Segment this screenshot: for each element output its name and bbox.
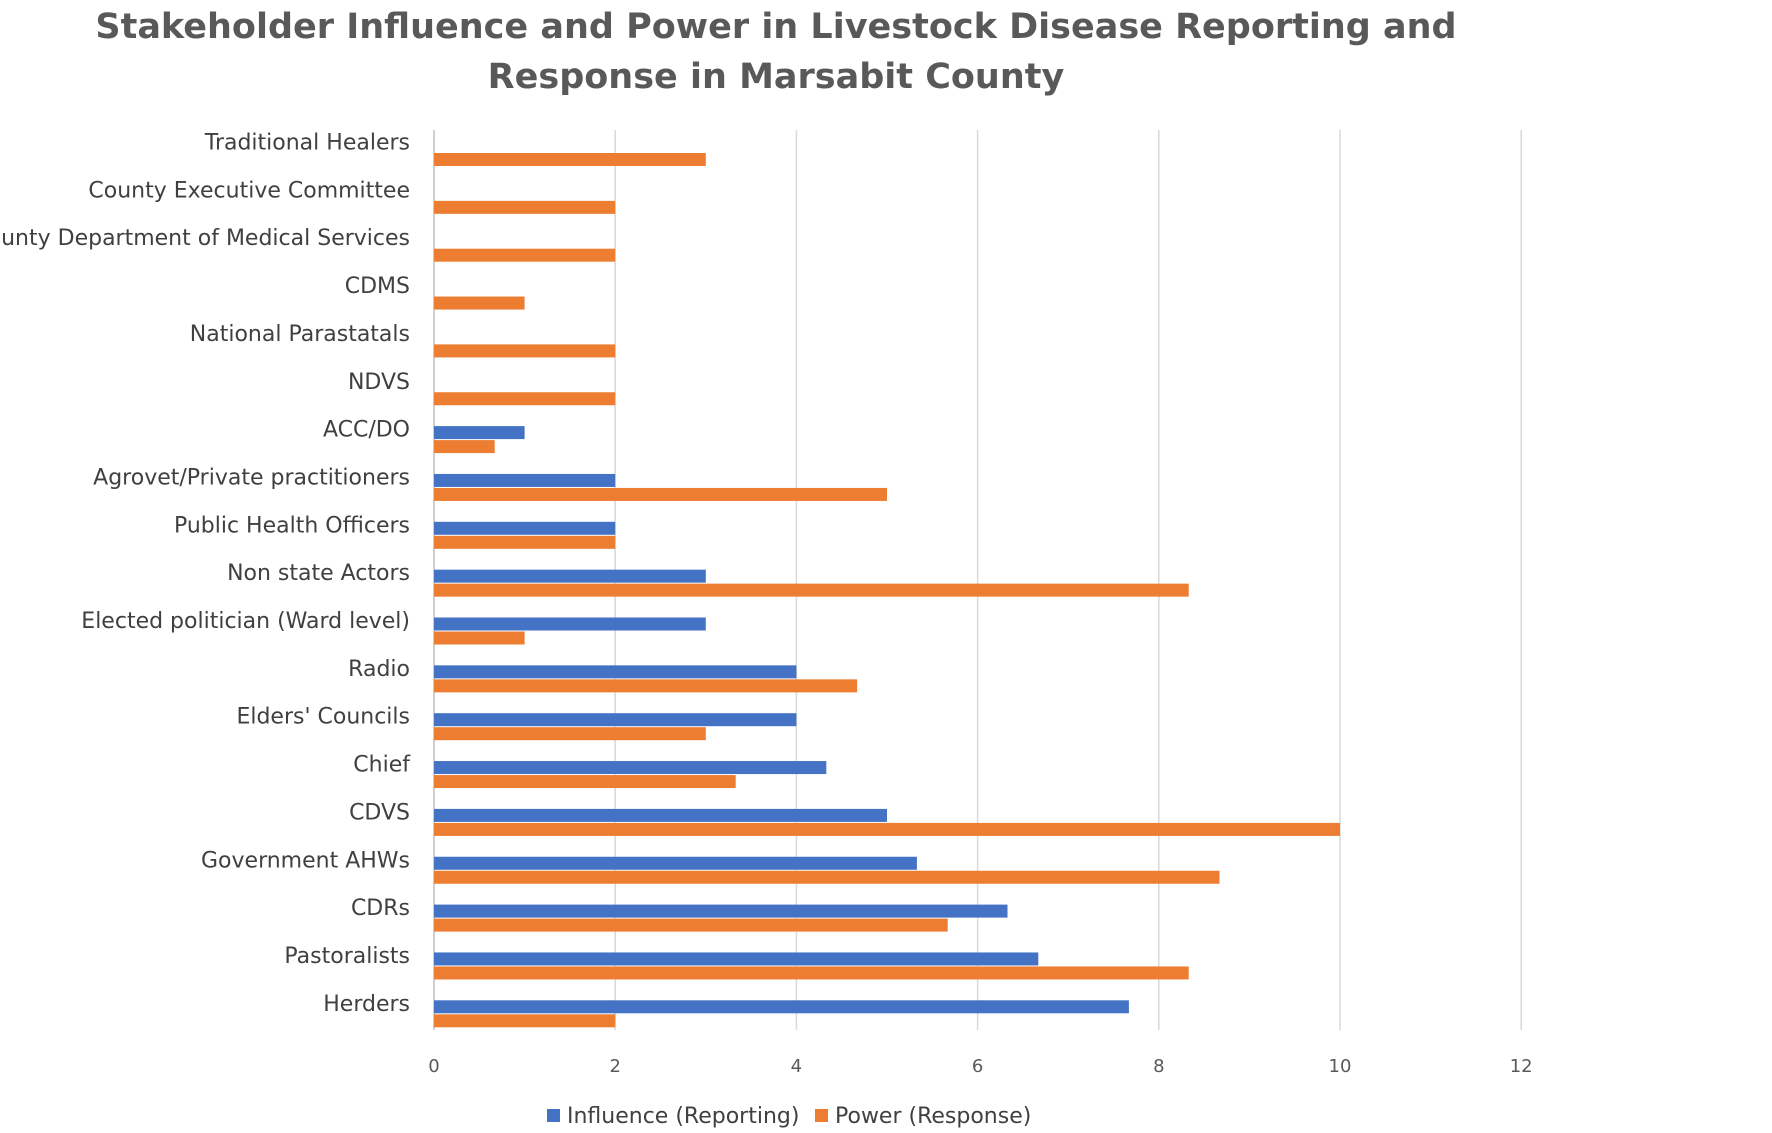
category-label: Pastoralists — [284, 944, 410, 969]
category-label: County Executive Committee — [88, 178, 410, 203]
category-label: Traditional Healers — [204, 131, 410, 156]
legend-swatch-influence — [547, 1109, 560, 1122]
x-tick-label-8: 8 — [1153, 1056, 1164, 1077]
bar-influence-16 — [434, 904, 1008, 918]
bar-power-13 — [434, 775, 736, 789]
chart-title-line-2: Response in Marsabit County — [488, 57, 1065, 97]
bar-influence-15 — [434, 856, 917, 870]
category-labels: Traditional Healers County Executive Comm… — [0, 131, 411, 1017]
bar-influence-9 — [434, 569, 706, 583]
category-label: National Parastatals — [190, 322, 410, 347]
bar-power-8 — [434, 535, 616, 549]
bar-power-4 — [434, 344, 616, 358]
category-label: CDMS — [345, 274, 410, 299]
chart-title-line-1: Stakeholder Influence and Power in Lives… — [95, 7, 1456, 47]
x-tick-label-2: 2 — [609, 1056, 620, 1077]
bar-power-7 — [434, 487, 887, 501]
category-label: Herders — [323, 992, 410, 1017]
bar-power-15 — [434, 870, 1220, 884]
category-label: CDRs — [351, 896, 410, 921]
legend-label-power: Power (Response) — [835, 1104, 1031, 1129]
category-label: Agrovet/Private practitioners — [93, 465, 410, 490]
category-label: County Department of Medical Services — [0, 226, 410, 251]
category-label: Government AHWs — [201, 848, 410, 873]
bar-influence-18 — [434, 1000, 1129, 1014]
x-axis-tick-labels: 0 2 4 6 8 10 12 — [428, 1056, 1532, 1077]
bar-power-10 — [434, 631, 525, 645]
chart-title: Stakeholder Influence and Power in Lives… — [95, 7, 1456, 97]
x-tick-label-12: 12 — [1510, 1056, 1533, 1077]
bar-influence-14 — [434, 808, 887, 822]
bar-power-9 — [434, 583, 1189, 597]
x-tick-label-0: 0 — [428, 1056, 439, 1077]
bar-influence-11 — [434, 665, 797, 679]
bar-power-18 — [434, 1014, 616, 1028]
bar-influence-10 — [434, 617, 706, 631]
category-label: Non state Actors — [227, 561, 410, 586]
legend-label-influence: Influence (Reporting) — [567, 1104, 799, 1129]
legend: Influence (Reporting) Power (Response) — [547, 1104, 1031, 1129]
legend-swatch-power — [815, 1109, 828, 1122]
category-label: Radio — [348, 657, 410, 682]
x-tick-label-10: 10 — [1329, 1056, 1352, 1077]
bar-influence-7 — [434, 473, 616, 487]
category-label: NDVS — [348, 370, 410, 395]
bar-power-12 — [434, 727, 706, 741]
bar-influence-17 — [434, 952, 1039, 966]
bar-influence-12 — [434, 713, 797, 727]
bar-power-2 — [434, 248, 616, 262]
bar-influence-13 — [434, 761, 827, 775]
bars — [434, 153, 1340, 1028]
category-label: ACC/DO — [323, 418, 410, 443]
category-label: Elders' Councils — [236, 705, 410, 730]
bar-power-0 — [434, 153, 706, 166]
bar-power-5 — [434, 392, 616, 406]
category-label: CDVS — [349, 800, 410, 825]
category-label: Chief — [353, 753, 411, 778]
x-tick-label-6: 6 — [972, 1056, 983, 1077]
bar-power-1 — [434, 200, 616, 214]
bar-power-11 — [434, 679, 858, 693]
gridlines — [433, 130, 1522, 1030]
bar-power-16 — [434, 918, 948, 932]
x-tick-label-4: 4 — [791, 1056, 802, 1077]
bar-power-6 — [434, 440, 495, 454]
bar-influence-6 — [434, 426, 525, 440]
category-label: Elected politician (Ward level) — [81, 609, 410, 634]
category-label: Public Health Officers — [174, 513, 410, 538]
bar-power-14 — [434, 822, 1340, 836]
bar-influence-8 — [434, 521, 616, 535]
bar-power-3 — [434, 296, 525, 310]
bar-power-17 — [434, 966, 1189, 980]
